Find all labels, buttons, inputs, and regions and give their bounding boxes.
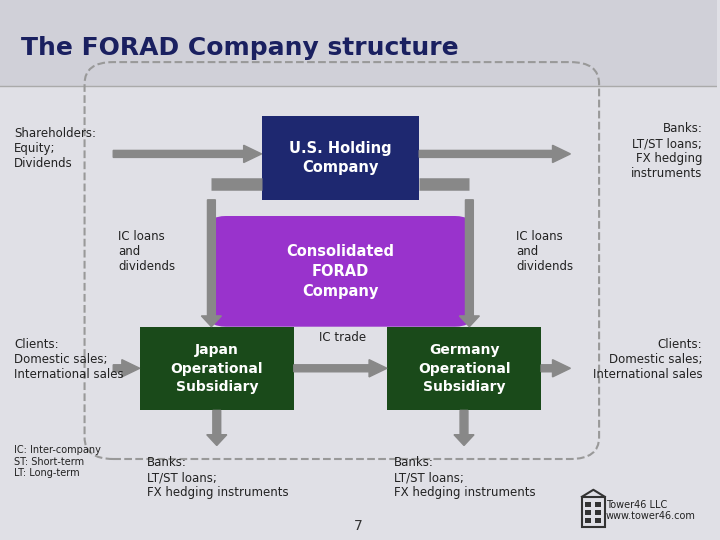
FancyBboxPatch shape [387,327,541,410]
FancyArrow shape [113,145,261,163]
Text: The FORAD Company structure: The FORAD Company structure [22,36,459,59]
FancyArrow shape [294,360,387,377]
Text: IC: Inter-company
ST: Short-term
LT: Long-term: IC: Inter-company ST: Short-term LT: Lon… [14,445,102,478]
Text: Consolidated
FORAD
Company: Consolidated FORAD Company [287,244,395,299]
FancyArrow shape [113,360,140,377]
FancyBboxPatch shape [208,216,473,327]
Text: Banks:
LT/ST loans;
FX hedging instruments: Banks: LT/ST loans; FX hedging instrumen… [394,456,536,500]
FancyArrow shape [202,200,222,327]
Bar [585,502,591,507]
Text: Clients:
Domestic sales;
International sales: Clients: Domestic sales; International s… [593,338,702,381]
Text: Shareholders:
Equity;
Dividends: Shareholders: Equity; Dividends [14,127,96,170]
Text: 7: 7 [354,519,363,534]
FancyArrow shape [419,145,570,163]
Text: IC trade: IC trade [319,331,366,344]
FancyArrow shape [207,410,227,445]
Text: Banks:
LT/ST loans;
FX hedging
instruments: Banks: LT/ST loans; FX hedging instrumen… [631,122,702,180]
FancyBboxPatch shape [261,116,419,200]
Text: Clients:
Domestic sales;
International sales: Clients: Domestic sales; International s… [14,338,124,381]
Bar [595,502,601,507]
Bar [585,518,591,523]
FancyArrow shape [459,200,480,327]
Text: Germany
Operational
Subsidiary: Germany Operational Subsidiary [418,343,510,394]
Text: Banks:
LT/ST loans;
FX hedging instruments: Banks: LT/ST loans; FX hedging instrumen… [147,456,289,500]
FancyArrow shape [454,410,474,445]
Text: U.S. Holding
Company: U.S. Holding Company [289,140,392,176]
Bar [595,518,601,523]
Bar [595,510,601,515]
FancyBboxPatch shape [0,0,716,86]
Text: Japan
Operational
Subsidiary: Japan Operational Subsidiary [171,343,263,394]
Bar [585,510,591,515]
Text: IC loans
and
dividends: IC loans and dividends [118,230,176,273]
Text: IC loans
and
dividends: IC loans and dividends [516,230,573,273]
FancyArrow shape [541,360,570,377]
Text: Tower46 LLC
www.tower46.com: Tower46 LLC www.tower46.com [606,500,696,521]
FancyBboxPatch shape [140,327,294,410]
